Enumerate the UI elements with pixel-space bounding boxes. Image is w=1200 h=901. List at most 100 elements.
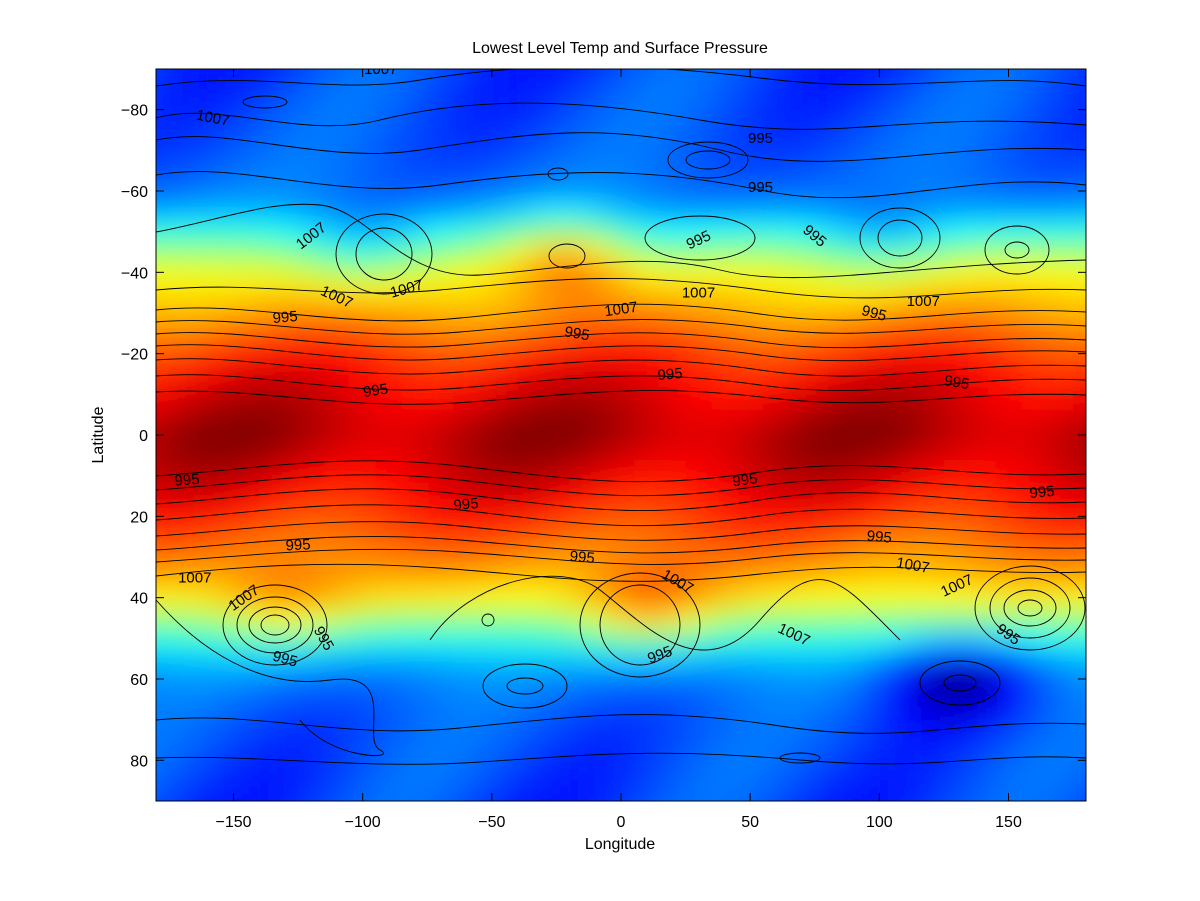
heatmap-cell	[582, 811, 609, 832]
heatmap-cell	[995, 668, 1023, 691]
heatmap-cell	[995, 465, 1023, 487]
heatmap-cell	[969, 790, 997, 801]
heatmap-cell	[427, 201, 455, 223]
heatmap-cell	[1099, 140, 1126, 161]
heatmap-cell	[685, 404, 713, 426]
heatmap-cell	[659, 485, 687, 508]
heatmap-cell	[737, 201, 765, 223]
heatmap-cell	[943, 648, 971, 670]
heatmap-cell	[117, 303, 144, 324]
heatmap-cell	[194, 262, 222, 284]
heatmap-cell	[220, 323, 248, 345]
heatmap-cell	[246, 201, 274, 223]
heatmap-cell	[478, 302, 506, 325]
heatmap-cell	[763, 79, 790, 101]
heatmap-cell	[556, 770, 584, 792]
heatmap-cell	[995, 506, 1023, 528]
heatmap-cell	[427, 485, 455, 508]
heatmap-cell	[375, 668, 403, 691]
heatmap-cell	[220, 729, 248, 752]
heatmap-cell	[788, 69, 816, 81]
contour-line	[156, 171, 1086, 199]
contour-label: 995	[943, 372, 971, 393]
heatmap-cell	[375, 648, 403, 670]
heatmap-cell	[969, 384, 997, 406]
heatmap-cell	[298, 485, 325, 508]
heatmap-cell	[892, 526, 920, 548]
heatmap-cell	[943, 79, 971, 101]
heatmap-cell	[194, 404, 222, 426]
heatmap-cell	[608, 628, 635, 650]
heatmap-cell	[892, 709, 920, 731]
heatmap-cell	[168, 241, 196, 264]
heatmap-cell	[892, 140, 920, 162]
heatmap-cell	[117, 59, 144, 80]
heatmap-cell	[943, 567, 971, 589]
heatmap-cell	[659, 587, 687, 609]
heatmap-cell	[840, 384, 868, 406]
heatmap-cell	[1047, 302, 1075, 325]
heatmap-cell	[1047, 323, 1075, 345]
heatmap-cell	[453, 140, 480, 162]
heatmap-cell	[556, 729, 584, 752]
heatmap-cell	[401, 587, 429, 609]
heatmap-cell	[246, 363, 274, 386]
heatmap-cell	[349, 709, 377, 731]
heatmap-cell	[659, 343, 687, 365]
heatmap-cell	[156, 160, 170, 182]
heatmap-cell	[427, 750, 455, 772]
heatmap-cell	[194, 99, 222, 121]
heatmap-cell	[272, 241, 300, 264]
contour-line	[156, 374, 1086, 391]
heatmap-cell	[194, 323, 222, 345]
heatmap-cell	[556, 648, 584, 670]
heatmap-cell	[788, 262, 816, 284]
heatmap-cell	[349, 587, 377, 609]
heatmap-cell	[685, 201, 713, 223]
heatmap-cell	[1099, 364, 1126, 385]
heatmap-cell	[633, 424, 661, 447]
heatmap-cell	[918, 262, 945, 284]
heatmap-cell	[943, 465, 971, 487]
heatmap-cell	[401, 69, 429, 81]
heatmap-cell	[194, 770, 222, 792]
heatmap-cell	[168, 221, 196, 243]
heatmap-cell	[220, 506, 248, 528]
heatmap-cell	[1047, 221, 1075, 243]
y-tick-label: −80	[121, 103, 148, 120]
heatmap-cell	[478, 201, 506, 223]
heatmap-cell	[375, 770, 403, 792]
heatmap-cell	[788, 241, 816, 264]
heatmap-cell	[995, 262, 1023, 284]
heatmap-cell	[272, 99, 300, 121]
heatmap-cell	[814, 750, 842, 772]
heatmap-cell	[840, 140, 868, 162]
heatmap-cell	[633, 79, 661, 101]
heatmap-cell	[814, 729, 842, 752]
heatmap-cell	[659, 465, 687, 487]
heatmap-cell	[168, 506, 196, 528]
heatmap-cell	[1099, 161, 1126, 182]
heatmap-cell	[711, 404, 739, 426]
heatmap-cell	[866, 241, 894, 264]
heatmap-cell	[1021, 546, 1049, 569]
heatmap-cell	[763, 750, 790, 772]
heatmap-cell	[556, 628, 584, 650]
heatmap-cell	[814, 607, 842, 630]
heatmap-cell	[401, 607, 429, 630]
heatmap-cell	[659, 607, 687, 630]
heatmap-cell	[788, 221, 816, 243]
heatmap-cell	[711, 445, 739, 467]
heatmap-cell	[943, 526, 971, 548]
heatmap-cell	[633, 363, 661, 386]
heatmap-cell	[401, 729, 429, 752]
heatmap-cell	[194, 343, 222, 365]
heatmap-cell	[1047, 282, 1075, 304]
heatmap-cell	[272, 628, 300, 650]
heatmap-cell	[1047, 546, 1075, 569]
heatmap-cell	[349, 506, 377, 528]
contour-line	[579, 572, 701, 678]
heatmap-cell	[156, 282, 170, 304]
heatmap-cell	[504, 119, 532, 142]
heatmap-cell	[168, 69, 196, 81]
